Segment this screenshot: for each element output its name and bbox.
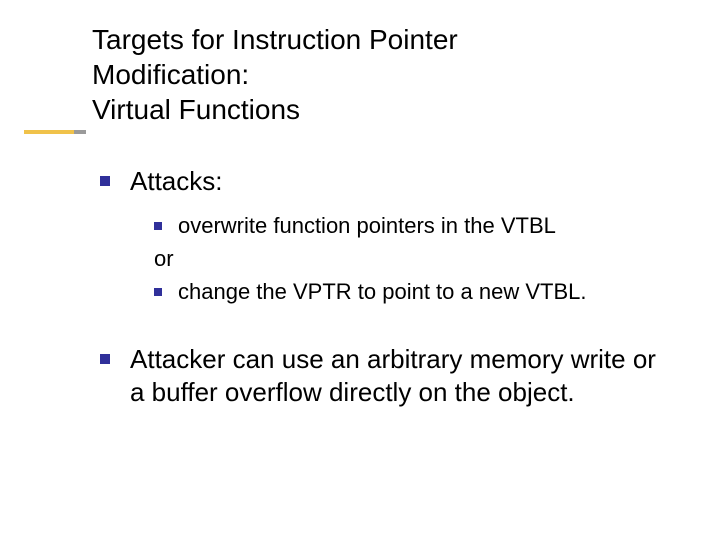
bullet-paragraph: Attacker can use an arbitrary memory wri… (100, 343, 660, 411)
title-line-3: Virtual Functions (92, 94, 300, 125)
slide-body: Attacks: overwrite function pointers in … (100, 165, 660, 410)
square-bullet-icon (154, 288, 162, 296)
title-line-1: Targets for Instruction Pointer (92, 24, 458, 55)
sub-bullet-2: change the VPTR to point to a new VTBL. (154, 278, 660, 307)
sub-bullet-1: overwrite function pointers in the VTBL (154, 212, 660, 241)
paragraph-text: Attacker can use an arbitrary memory wri… (130, 343, 660, 411)
title-line-2: Modification: (92, 59, 249, 90)
sub-item-2: change the VPTR to point to a new VTBL. (178, 278, 586, 307)
accent-underline (24, 130, 86, 134)
slide: Targets for Instruction Pointer Modifica… (0, 0, 720, 540)
accent-gray-bar (74, 130, 86, 134)
or-text: or (154, 246, 660, 272)
bullet-attacks: Attacks: (100, 165, 660, 198)
square-bullet-icon (100, 176, 110, 186)
square-bullet-icon (154, 222, 162, 230)
title-text: Targets for Instruction Pointer Modifica… (92, 22, 652, 127)
slide-title: Targets for Instruction Pointer Modifica… (92, 22, 652, 127)
accent-yellow-bar (24, 130, 74, 134)
attacks-heading: Attacks: (130, 165, 222, 198)
attacks-sublist: overwrite function pointers in the VTBL … (154, 212, 660, 307)
square-bullet-icon (100, 354, 110, 364)
sub-item-1: overwrite function pointers in the VTBL (178, 212, 556, 241)
